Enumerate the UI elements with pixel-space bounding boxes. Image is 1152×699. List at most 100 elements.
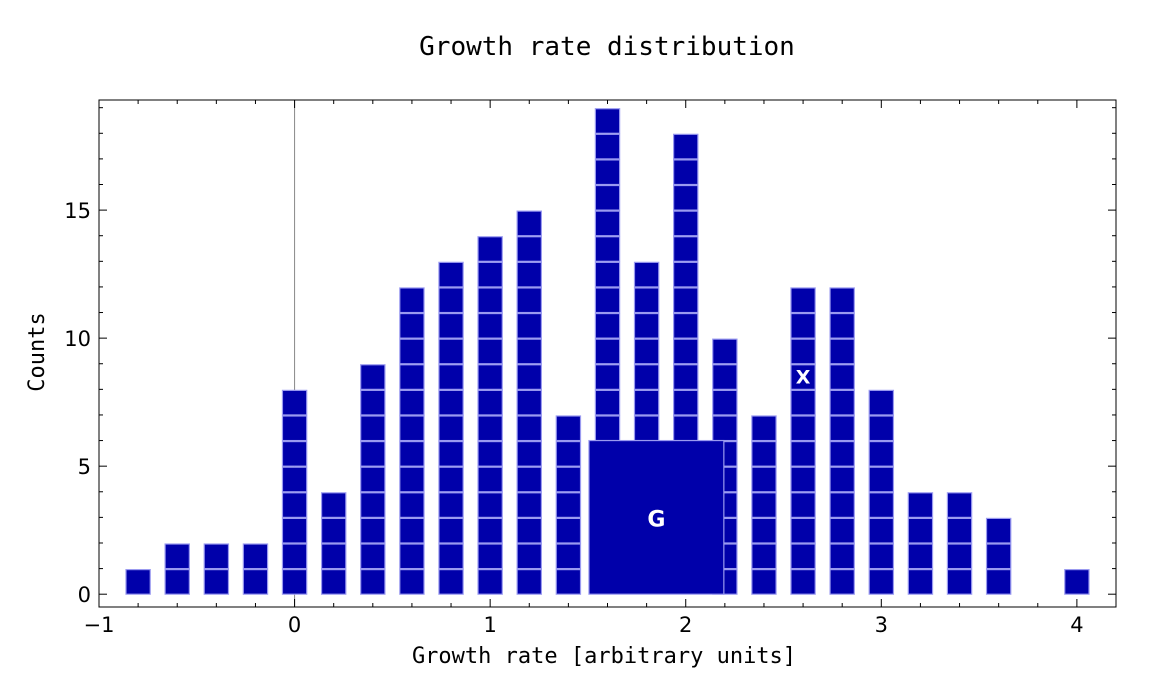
bar-1.8 <box>633 261 660 442</box>
bar-cell <box>633 415 660 442</box>
bar-1 <box>477 236 503 595</box>
bar-cell <box>281 440 308 467</box>
block-g <box>588 439 725 595</box>
bar-cell <box>516 517 542 544</box>
bar-cell <box>985 543 1012 570</box>
bar-cell <box>555 466 582 493</box>
bar-cell <box>399 543 425 570</box>
bar-0.2 <box>320 492 347 595</box>
bar-cell <box>360 517 386 544</box>
bar-cell <box>438 287 464 314</box>
bar-cell <box>829 338 855 365</box>
bar-cell <box>281 569 308 595</box>
bar-cell <box>594 261 621 288</box>
bar-cell <box>360 492 386 518</box>
bar-cell <box>320 543 347 570</box>
annotation-layer: X <box>796 367 811 389</box>
bar-cell <box>555 492 582 518</box>
bar-cell <box>829 312 855 339</box>
bar-cell <box>790 415 816 442</box>
bar-cell <box>477 261 503 288</box>
bar-cell <box>829 287 855 314</box>
bar-cell <box>477 543 503 570</box>
bar-cell <box>438 517 464 544</box>
bar-cell <box>516 543 542 570</box>
block-layer: G <box>588 439 725 595</box>
bar-cell <box>594 312 621 339</box>
bar-cell <box>399 492 425 518</box>
bar-cell <box>790 440 816 467</box>
bar-cell <box>516 466 542 493</box>
bar-cell <box>985 517 1012 544</box>
bar-3.2 <box>907 492 934 595</box>
chart-title: Growth rate distribution <box>419 32 795 62</box>
bar-cell <box>790 543 816 570</box>
bar-cell <box>1064 569 1090 595</box>
bar--0.4 <box>203 543 230 595</box>
bar-cell <box>399 440 425 467</box>
annotation-label: X <box>796 367 811 389</box>
bar-2.4 <box>751 415 777 595</box>
bar-cell <box>751 466 777 493</box>
bar-cell <box>555 543 582 570</box>
bar-cell <box>242 569 269 595</box>
bar-cell <box>868 440 895 467</box>
bar-cell <box>320 492 347 518</box>
bar-0.6 <box>399 287 425 595</box>
bar-cell <box>125 569 151 595</box>
bar-cell <box>633 338 660 365</box>
bar-1.4 <box>555 415 582 595</box>
bar-cell <box>633 261 660 288</box>
y-tick-label: 10 <box>64 327 91 351</box>
bar-cell <box>712 389 738 416</box>
ticks-layer: −1 0 1 2 3 4 0 5 10 15 <box>64 100 1116 637</box>
bar-cell <box>477 466 503 493</box>
bar-cell <box>281 492 308 518</box>
bar-cell <box>555 569 582 595</box>
bar-cell <box>829 415 855 442</box>
bar-cell <box>790 492 816 518</box>
bar-cell <box>516 440 542 467</box>
bar-cell <box>555 517 582 544</box>
bar-cell <box>829 466 855 493</box>
bar-0.4 <box>360 364 386 595</box>
bar-1.2 <box>516 210 542 595</box>
bar-cell <box>633 364 660 390</box>
bar-cell <box>399 415 425 442</box>
bar-cell <box>360 569 386 595</box>
bar-cell <box>790 517 816 544</box>
y-tick-label: 5 <box>78 455 91 479</box>
bar-cell <box>438 312 464 339</box>
block-label: G <box>647 507 665 532</box>
bar-cell <box>516 415 542 442</box>
bar-cell <box>360 389 386 416</box>
bar-cell <box>320 569 347 595</box>
bar-3.4 <box>946 492 973 595</box>
bar-1.6 <box>594 108 621 442</box>
bar-cell <box>281 517 308 544</box>
bar-cell <box>790 466 816 493</box>
bar-cell <box>790 287 816 314</box>
bar-cell <box>555 415 582 442</box>
bar-cell <box>516 389 542 416</box>
bar-cell <box>594 364 621 390</box>
bar-cell <box>281 415 308 442</box>
bar-cell <box>673 338 699 365</box>
bar-0 <box>281 389 308 595</box>
bar-cell <box>281 466 308 493</box>
bar-cell <box>477 440 503 467</box>
bar-cell <box>516 492 542 518</box>
bar-cell <box>829 543 855 570</box>
bar-cell <box>907 569 934 595</box>
bar-cell <box>868 569 895 595</box>
bar-cell <box>673 133 699 160</box>
bar-cell <box>516 338 542 365</box>
bar-cell <box>946 517 973 544</box>
bar-cell <box>673 184 699 211</box>
bar-cell <box>673 415 699 442</box>
bar-cell <box>438 261 464 288</box>
bar-cell <box>673 364 699 390</box>
bar-cell <box>438 415 464 442</box>
bar-cell <box>360 364 386 390</box>
x-axis-label: Growth rate [arbitrary units] <box>412 644 796 669</box>
